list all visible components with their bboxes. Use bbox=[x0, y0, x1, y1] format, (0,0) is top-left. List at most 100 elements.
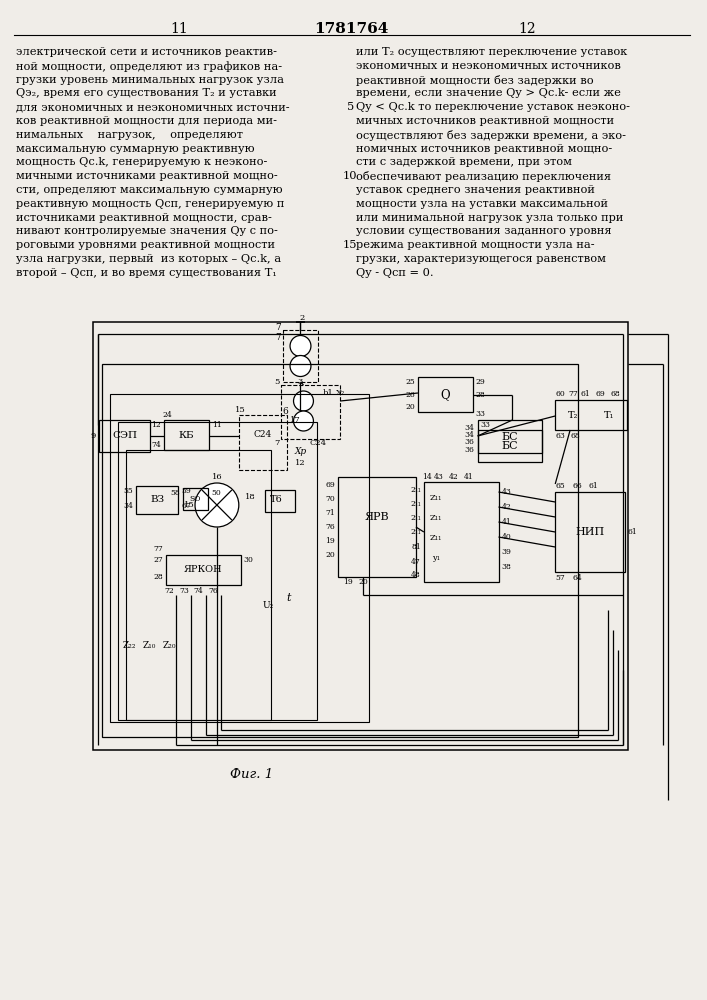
Text: экономичных и неэкономичных источников: экономичных и неэкономичных источников bbox=[356, 61, 621, 71]
Bar bbox=[166, 555, 241, 585]
Text: 5: 5 bbox=[346, 102, 354, 112]
Text: Т6: Т6 bbox=[270, 495, 283, 504]
Text: 40: 40 bbox=[501, 533, 511, 541]
Text: 77: 77 bbox=[153, 545, 163, 553]
Text: 38: 38 bbox=[501, 563, 511, 571]
Text: 33: 33 bbox=[476, 410, 486, 418]
Text: Z₁₀: Z₁₀ bbox=[143, 641, 156, 650]
Text: 34: 34 bbox=[124, 502, 134, 510]
Bar bbox=[555, 400, 627, 430]
Text: 61: 61 bbox=[580, 390, 590, 398]
Text: 24: 24 bbox=[163, 411, 172, 419]
Text: 17: 17 bbox=[290, 416, 300, 424]
Text: роговыми уровнями реактивной мощности: роговыми уровнями реактивной мощности bbox=[16, 240, 275, 250]
Text: узла нагрузки, первый  из которых – Qc.k, а: узла нагрузки, первый из которых – Qc.k,… bbox=[16, 254, 281, 264]
Circle shape bbox=[195, 483, 239, 527]
Text: номичных источников реактивной мощно-: номичных источников реактивной мощно- bbox=[356, 144, 612, 154]
Text: 68: 68 bbox=[571, 432, 580, 440]
Text: 20: 20 bbox=[325, 551, 335, 559]
Text: 28: 28 bbox=[153, 573, 163, 581]
Text: 58: 58 bbox=[170, 489, 180, 497]
Text: 10: 10 bbox=[343, 171, 358, 181]
Text: 2₁₁: 2₁₁ bbox=[410, 528, 421, 536]
Text: 12: 12 bbox=[151, 421, 161, 429]
Text: ВЗ: ВЗ bbox=[150, 495, 164, 504]
Text: 39: 39 bbox=[501, 548, 511, 556]
Text: 42: 42 bbox=[449, 473, 459, 481]
Text: 27: 27 bbox=[153, 556, 163, 564]
Bar bbox=[127, 450, 271, 720]
Text: 55: 55 bbox=[124, 487, 134, 495]
Text: 61: 61 bbox=[588, 482, 598, 490]
Text: 63: 63 bbox=[555, 432, 565, 440]
Text: осуществляют без задержки времени, а эко-: осуществляют без задержки времени, а эко… bbox=[356, 130, 626, 141]
Text: ЯРВ: ЯРВ bbox=[365, 512, 390, 522]
Text: ЯРКОН: ЯРКОН bbox=[184, 566, 223, 574]
Text: обеспечивают реализацию переключения: обеспечивают реализацию переключения bbox=[356, 171, 612, 182]
Text: 61: 61 bbox=[628, 528, 638, 536]
Text: T₂: T₂ bbox=[568, 410, 578, 420]
Text: мощности узла на уставки максимальной: мощности узла на уставки максимальной bbox=[356, 199, 608, 209]
Text: Z₂₂: Z₂₂ bbox=[122, 641, 136, 650]
Text: 7: 7 bbox=[274, 439, 279, 447]
Text: максимальную суммарную реактивную: максимальную суммарную реактивную bbox=[16, 144, 255, 154]
Bar bbox=[339, 477, 416, 577]
Text: С24: С24 bbox=[254, 430, 271, 439]
Text: 71: 71 bbox=[325, 509, 335, 517]
Text: 59: 59 bbox=[181, 487, 191, 495]
Text: БС: БС bbox=[502, 441, 518, 451]
Text: второй – Qсп, и во время существования Т₁: второй – Qсп, и во время существования Т… bbox=[16, 268, 277, 278]
Text: реактивную мощность Qсп, генерируемую п: реактивную мощность Qсп, генерируемую п bbox=[16, 199, 284, 209]
Text: 69: 69 bbox=[325, 481, 335, 489]
Text: 81: 81 bbox=[411, 543, 421, 551]
Bar bbox=[418, 377, 473, 412]
Bar bbox=[239, 415, 286, 470]
Text: 20: 20 bbox=[405, 403, 415, 411]
Text: Q: Q bbox=[440, 388, 450, 401]
Bar bbox=[164, 420, 209, 450]
Text: 60: 60 bbox=[555, 390, 565, 398]
Text: 64: 64 bbox=[572, 574, 582, 582]
Bar bbox=[478, 420, 542, 453]
Bar bbox=[264, 490, 295, 512]
Text: 11: 11 bbox=[170, 22, 188, 36]
Text: 34: 34 bbox=[464, 424, 474, 432]
Bar bbox=[424, 482, 498, 582]
Text: электрической сети и источников реактив-: электрической сети и источников реактив- bbox=[16, 47, 277, 57]
Text: 77: 77 bbox=[568, 390, 578, 398]
Text: 6: 6 bbox=[283, 406, 288, 416]
Circle shape bbox=[293, 391, 313, 411]
Bar bbox=[93, 322, 628, 750]
Text: 5: 5 bbox=[274, 378, 279, 386]
Text: Фиг. 1: Фиг. 1 bbox=[230, 768, 274, 781]
Text: времени, если значение Qy > Qс.k- если же: времени, если значение Qy > Qс.k- если ж… bbox=[356, 88, 621, 98]
Text: X₂: X₂ bbox=[336, 389, 345, 397]
Text: 7: 7 bbox=[276, 322, 281, 332]
Text: 76: 76 bbox=[208, 587, 218, 595]
Text: 20: 20 bbox=[358, 578, 368, 586]
Text: Qy - Qсп = 0.: Qy - Qсп = 0. bbox=[356, 268, 434, 278]
Text: 12: 12 bbox=[518, 22, 536, 36]
Text: 16: 16 bbox=[211, 473, 222, 481]
Circle shape bbox=[293, 411, 313, 431]
Text: U₂: U₂ bbox=[263, 600, 274, 609]
Text: 76: 76 bbox=[325, 523, 335, 531]
Text: реактивной мощности без задержки во: реактивной мощности без задержки во bbox=[356, 75, 594, 86]
Text: грузки, характеризующегося равенством: грузки, характеризующегося равенством bbox=[356, 254, 606, 264]
Bar bbox=[136, 486, 178, 514]
Text: 12: 12 bbox=[295, 459, 305, 467]
Text: 50: 50 bbox=[211, 489, 221, 497]
Text: ной мощности, определяют из графиков на-: ной мощности, определяют из графиков на- bbox=[16, 61, 282, 72]
Text: или минимальной нагрузок узла только при: или минимальной нагрузок узла только при bbox=[356, 213, 624, 223]
Text: 15: 15 bbox=[235, 406, 246, 414]
Text: СЭП: СЭП bbox=[112, 432, 137, 440]
Text: мичными источниками реактивной мощно-: мичными источниками реактивной мощно- bbox=[16, 171, 278, 181]
Text: 15: 15 bbox=[184, 501, 194, 509]
Text: 2₁₁: 2₁₁ bbox=[410, 500, 421, 508]
Text: t: t bbox=[286, 593, 291, 603]
Bar bbox=[118, 422, 317, 720]
Text: 2₁₁: 2₁₁ bbox=[410, 486, 421, 494]
Text: 29: 29 bbox=[476, 378, 486, 386]
Text: 72: 72 bbox=[164, 587, 174, 595]
Bar bbox=[103, 364, 578, 737]
